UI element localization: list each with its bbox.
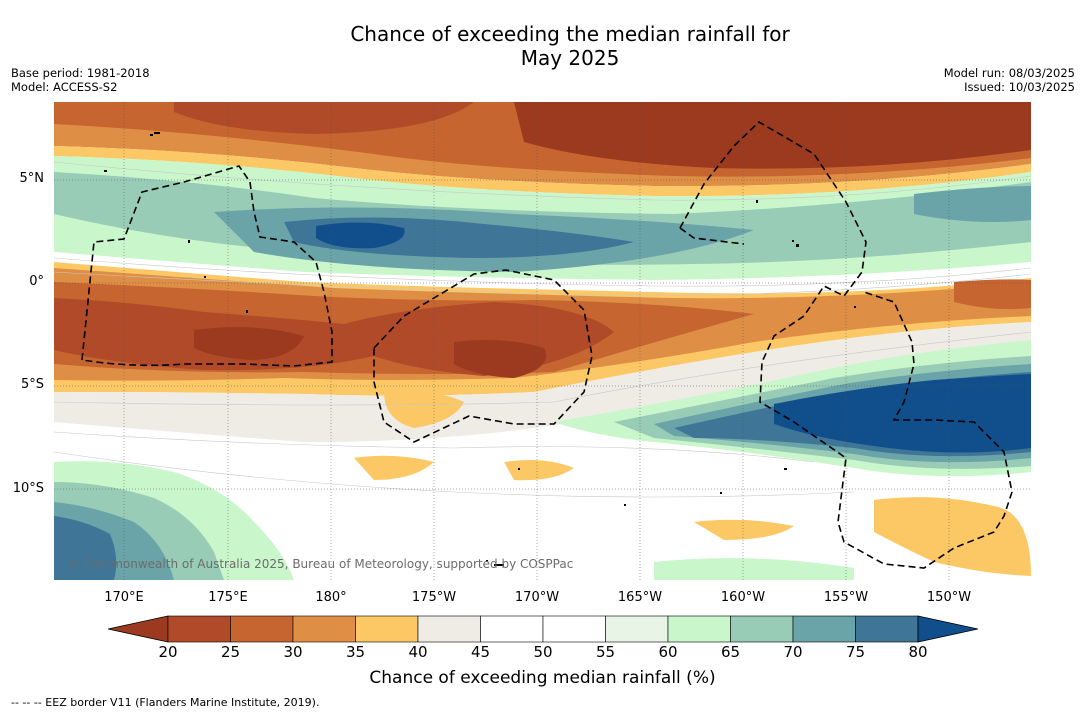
title-line-1: Chance of exceeding the median rainfall … [350, 22, 790, 46]
lon-label-175e: 175°E [208, 590, 248, 605]
south-dry-patch-2 [504, 460, 574, 481]
colorbar-segment [667, 615, 731, 643]
graticule [54, 102, 1031, 580]
equatorial-dry-core-east [454, 340, 546, 378]
contour-lines [54, 161, 1031, 498]
eez-tokelau [373, 269, 593, 443]
lat-label-5s: 5°S [20, 377, 44, 392]
colorbar-tick-label: 75 [845, 643, 866, 661]
colorbar-tick-label: 35 [345, 643, 366, 661]
colorbar-tick-label: 70 [783, 643, 803, 661]
colorbar-segment [792, 615, 856, 643]
colorbar-tick-label: 55 [595, 643, 616, 661]
eez-tuvalu-kiribati-west [81, 165, 333, 367]
colorbar-tick-label: 40 [408, 643, 428, 661]
meta-left: Base period: 1981-2018 Model: ACCESS-S2 [11, 66, 150, 94]
colorbar-segment [355, 615, 419, 643]
lat-label-10s: 10°S [12, 481, 44, 496]
colorbar-segment [855, 615, 919, 643]
islands [104, 132, 856, 566]
colorbar-segment [480, 615, 544, 643]
south-light-dry [384, 391, 464, 428]
south-dry-patch-3 [694, 519, 794, 540]
lon-label-170e: 170°E [104, 590, 144, 605]
colorbar-segment [730, 615, 794, 643]
colorbar-tick-label: 60 [658, 643, 678, 661]
colorbar-extend-low [108, 615, 169, 643]
south-neutral-zone [54, 322, 1031, 442]
eez-legend-footnote: -- -- -- EEZ border V11 (Flanders Marine… [11, 696, 320, 709]
north-dry-band-deep-west [174, 102, 474, 134]
map-title: Chance of exceeding the median rainfall … [0, 22, 1085, 70]
colorbar-tick-label: 65 [720, 643, 741, 661]
colorbar [108, 615, 978, 643]
colorbar-segment [605, 615, 669, 643]
colorbar-segment [292, 615, 356, 643]
south-east-dry-patch [874, 497, 1031, 576]
south-dry-patch-1 [354, 455, 434, 480]
lon-label-165w: 165°W [617, 590, 663, 605]
equatorial-dry-east-strong [954, 279, 1031, 310]
lon-label-180: 180° [315, 590, 347, 605]
eez-borders [81, 121, 1013, 569]
colorbar-tick-label: 25 [220, 643, 241, 661]
south-wet-band-peak [774, 374, 1031, 453]
copyright-credit: © Commonwealth of Australia 2025, Bureau… [68, 557, 574, 571]
colorbar-segment [542, 615, 606, 643]
meta-right: Model run: 08/03/2025 Issued: 10/03/2025 [944, 66, 1075, 94]
colorbar-tick-label: 80 [908, 643, 928, 661]
colorbar-segment [417, 615, 481, 643]
issued-date: Issued: 10/03/2025 [964, 80, 1075, 94]
equatorial-dry-core-west [194, 327, 304, 360]
lon-label-150w: 150°W [926, 590, 972, 605]
lon-label-160w: 160°W [720, 590, 766, 605]
southwest-wet-patch-core [54, 516, 117, 580]
north-wet-band-strong-east [914, 186, 1031, 222]
colorbar-segment [167, 615, 231, 643]
colorbar-tick-label: 30 [283, 643, 303, 661]
south-wet-patch-4 [654, 558, 854, 580]
colorbar-segment [230, 615, 294, 643]
lat-label-0: 0° [29, 274, 44, 289]
colorbar-tick-label: 20 [158, 643, 178, 661]
model-run: Model run: 08/03/2025 [943, 66, 1075, 80]
north-dry-band-deep [514, 102, 1031, 169]
lat-label-5n: 5°N [19, 171, 45, 186]
eez-kiribati-inner [679, 227, 745, 245]
rainfall-map [54, 102, 1031, 580]
lon-label-155w: 155°W [823, 590, 869, 605]
colorbar-extend-high [917, 615, 978, 643]
north-light-band [54, 146, 1031, 197]
colorbar-label: Chance of exceeding median rainfall (%) [369, 668, 716, 688]
colorbar-tick-label: 50 [533, 643, 553, 661]
model-name: Model: ACCESS-S2 [11, 80, 118, 94]
eez-kiribati-line [679, 121, 1013, 569]
lon-label-170w: 170°W [514, 590, 560, 605]
title-line-2: May 2025 [520, 46, 620, 70]
north-wet-band-peak [316, 222, 405, 249]
lon-label-175w: 175°W [411, 590, 457, 605]
base-period: Base period: 1981-2018 [11, 66, 150, 80]
colorbar-tick-label: 45 [470, 643, 491, 661]
